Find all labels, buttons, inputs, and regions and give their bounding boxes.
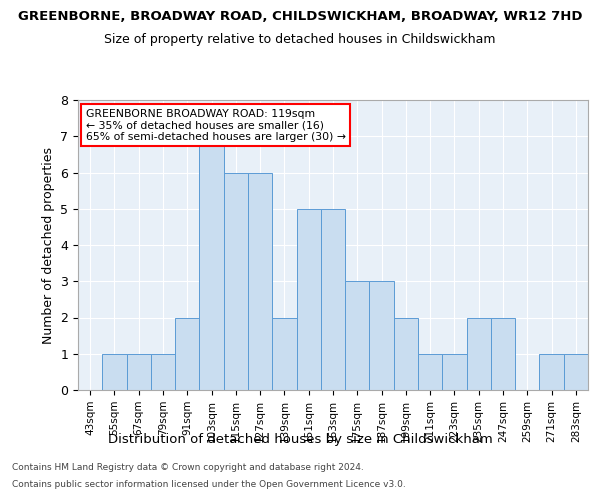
Bar	[248, 172, 272, 390]
Text: Distribution of detached houses by size in Childswickham: Distribution of detached houses by size …	[107, 432, 493, 446]
Text: GREENBORNE, BROADWAY ROAD, CHILDSWICKHAM, BROADWAY, WR12 7HD: GREENBORNE, BROADWAY ROAD, CHILDSWICKHAM…	[18, 10, 582, 23]
Y-axis label: Number of detached properties: Number of detached properties	[42, 146, 55, 344]
Bar	[175, 318, 199, 390]
Text: Contains public sector information licensed under the Open Government Licence v3: Contains public sector information licen…	[12, 480, 406, 489]
Bar	[539, 354, 564, 390]
Bar	[224, 172, 248, 390]
Bar	[467, 318, 491, 390]
Bar	[418, 354, 442, 390]
Bar	[321, 209, 345, 390]
Bar	[345, 281, 370, 390]
Text: GREENBORNE BROADWAY ROAD: 119sqm
← 35% of detached houses are smaller (16)
65% o: GREENBORNE BROADWAY ROAD: 119sqm ← 35% o…	[86, 108, 346, 142]
Bar	[370, 281, 394, 390]
Bar	[102, 354, 127, 390]
Text: Contains HM Land Registry data © Crown copyright and database right 2024.: Contains HM Land Registry data © Crown c…	[12, 464, 364, 472]
Text: Size of property relative to detached houses in Childswickham: Size of property relative to detached ho…	[104, 32, 496, 46]
Bar	[296, 209, 321, 390]
Bar	[491, 318, 515, 390]
Bar	[564, 354, 588, 390]
Bar	[442, 354, 467, 390]
Bar	[151, 354, 175, 390]
Bar	[199, 136, 224, 390]
Bar	[272, 318, 296, 390]
Bar	[127, 354, 151, 390]
Bar	[394, 318, 418, 390]
